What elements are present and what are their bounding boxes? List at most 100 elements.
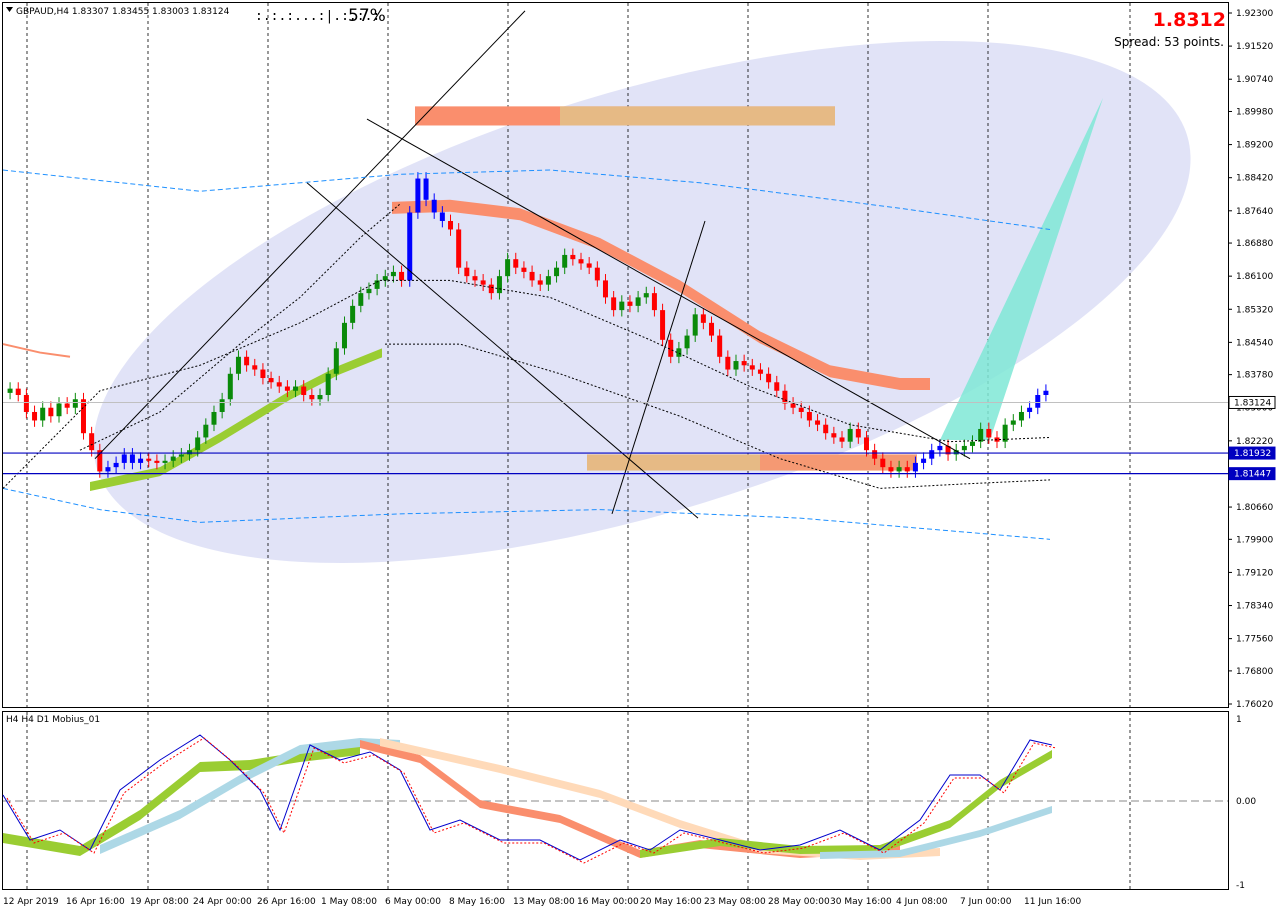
candle-body xyxy=(40,407,46,421)
candle-body xyxy=(635,297,641,306)
price-tag xyxy=(1228,467,1276,481)
candle-body xyxy=(89,433,95,451)
candle-body xyxy=(545,276,551,285)
candle-body xyxy=(358,293,364,306)
oscillator-signal xyxy=(6,737,1057,864)
candle-body xyxy=(660,310,666,340)
candle-body xyxy=(562,254,568,268)
candle-body xyxy=(325,373,331,396)
candle-body xyxy=(472,276,478,281)
y-tick-label: 1.77560 xyxy=(1236,635,1273,645)
price-tag-label: 1.83124 xyxy=(1234,398,1271,408)
indicator-band-green-right xyxy=(640,750,1052,858)
candle-body xyxy=(72,399,78,408)
candle-body xyxy=(986,428,992,438)
x-tick-label: 20 May 16:00 xyxy=(640,897,702,907)
candle-body xyxy=(1043,390,1049,396)
x-tick-label: 12 Apr 2019 xyxy=(3,897,59,907)
x-tick-label: 11 Jun 16:00 xyxy=(1024,897,1081,907)
y-tick-label: 1.78340 xyxy=(1236,602,1273,612)
candle-body xyxy=(839,437,845,442)
candle-body xyxy=(227,373,233,400)
x-tick-label: 19 Apr 08:00 xyxy=(130,897,189,907)
candle-body xyxy=(815,420,821,425)
y-tick-label: 1.89980 xyxy=(1236,107,1273,117)
y-tick-label: 1.87640 xyxy=(1236,207,1273,217)
candle-body xyxy=(415,178,421,213)
candle-body xyxy=(244,356,250,366)
candle-body xyxy=(668,339,674,357)
candle-body xyxy=(806,411,812,421)
candle-body xyxy=(162,460,168,463)
y-tick-label: 1.86880 xyxy=(1236,239,1273,249)
current-price-large: 1.8312 xyxy=(1153,9,1226,31)
candle-body xyxy=(888,467,894,472)
price-tag xyxy=(1228,446,1276,460)
x-tick-label: 1 May 08:00 xyxy=(321,897,377,907)
candle-body xyxy=(929,450,935,459)
indicator-tick-top: 1 xyxy=(1236,715,1242,725)
candle-body xyxy=(138,458,144,463)
candle-body xyxy=(937,445,943,451)
candle-body xyxy=(268,378,274,383)
indicator-band-orange xyxy=(360,740,900,858)
y-tick-label: 1.84540 xyxy=(1236,338,1273,348)
candle-body xyxy=(945,445,951,455)
candle-body xyxy=(1010,420,1016,425)
candle-body xyxy=(32,411,38,421)
candle-body xyxy=(872,450,878,459)
candle-body xyxy=(301,386,307,396)
projection-fan xyxy=(940,98,1103,440)
candle-body xyxy=(23,395,29,412)
candle-body xyxy=(570,254,576,260)
y-tick-label: 1.90740 xyxy=(1236,75,1273,85)
ma-orange-left xyxy=(2,343,71,358)
candle-body xyxy=(904,467,910,472)
resistance-zone-tan xyxy=(560,106,835,126)
indicator-band-blue-right xyxy=(820,806,1052,859)
trend-line xyxy=(611,220,706,514)
x-tick-label: 6 May 00:00 xyxy=(385,897,441,907)
x-tick-label: 4 Jun 08:00 xyxy=(896,897,948,907)
candle-body xyxy=(187,450,193,455)
candle-body xyxy=(513,259,519,268)
progress-percent: 57% xyxy=(348,6,386,26)
candle-body xyxy=(121,454,127,463)
oscillator-line xyxy=(2,734,1053,861)
candle-body xyxy=(880,458,886,468)
candle-body xyxy=(863,437,869,451)
symbol-triangle-icon xyxy=(6,7,13,12)
candle-body xyxy=(921,458,927,463)
candle-body xyxy=(374,280,380,289)
y-tick-label: 1.83780 xyxy=(1236,371,1273,381)
y-tick-label: 1.86100 xyxy=(1236,272,1273,282)
candle-body xyxy=(439,212,445,221)
x-tick-label: 30 May 16:00 xyxy=(830,897,892,907)
forecast-ellipse xyxy=(93,41,1191,563)
y-tick-label: 1.80660 xyxy=(1236,503,1273,513)
symbol-title: GBPAUD,H4 1.83307 1.83455 1.83003 1.8312… xyxy=(16,7,230,17)
candle-body xyxy=(431,199,437,213)
x-tick-label: 28 May 00:00 xyxy=(768,897,830,907)
candle-body xyxy=(774,382,780,391)
support-zone-orange xyxy=(760,454,917,471)
candle-body xyxy=(676,348,682,357)
candle-body xyxy=(341,322,347,349)
y-tick-label: 1.79120 xyxy=(1236,568,1273,578)
candle-body xyxy=(366,288,372,294)
candle-body xyxy=(651,293,657,311)
candle-body xyxy=(496,276,502,294)
candle-body xyxy=(554,267,560,277)
candle-body xyxy=(350,305,356,323)
candle-body xyxy=(64,403,70,408)
candle-body xyxy=(113,462,119,468)
y-tick-label: 1.79900 xyxy=(1236,535,1273,545)
candle-body xyxy=(847,428,853,442)
candle-body xyxy=(423,178,429,200)
candle-body xyxy=(1002,424,1008,442)
candle-body xyxy=(15,388,21,396)
candle-body xyxy=(1027,407,1033,412)
candle-body xyxy=(97,450,103,472)
